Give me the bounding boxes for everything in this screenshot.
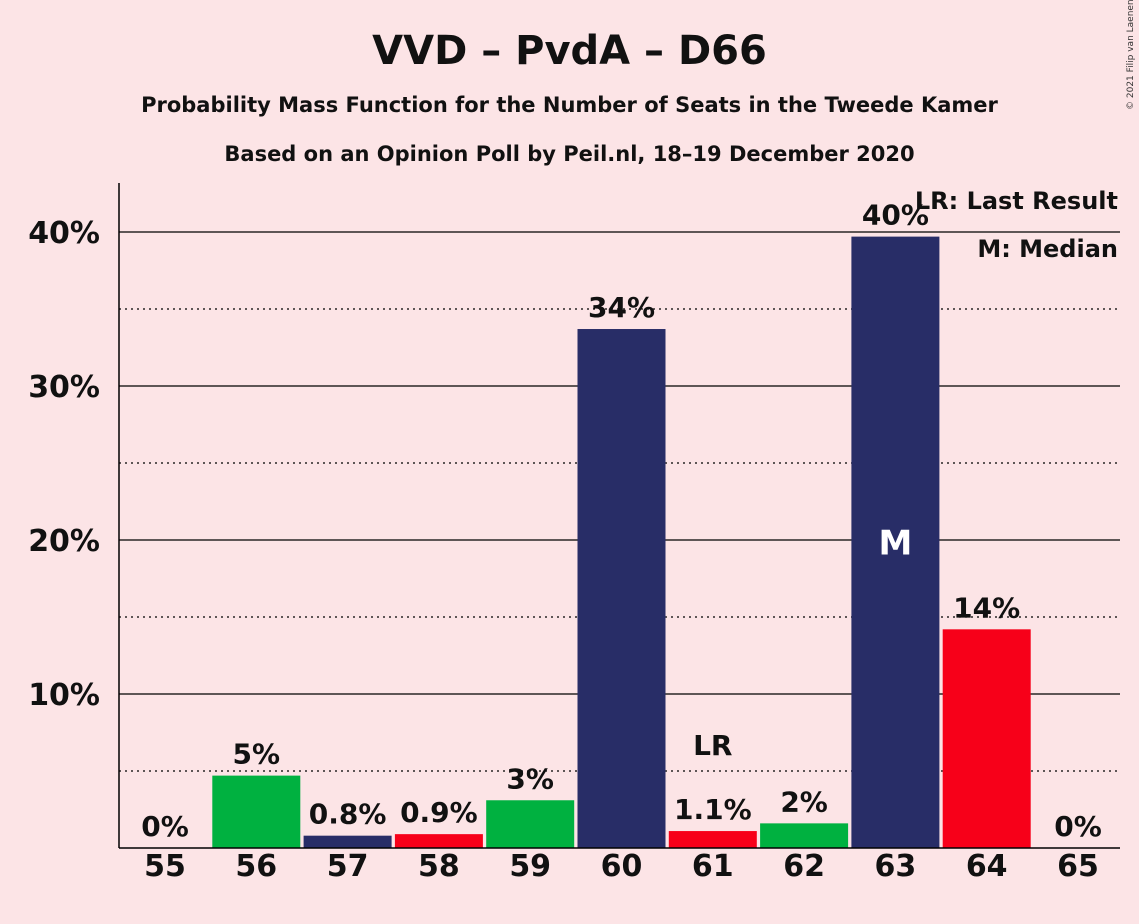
bar-seat-63 [851,236,940,848]
x-tick-label: 59 [509,849,551,884]
data-label-seat-62: 2% [780,785,828,818]
y-axis: 10% 20% 30% 40% [28,183,120,848]
data-label-seat-63: 40% [862,199,929,232]
y-tick-label: 40% [28,216,100,251]
bar-seat-62 [760,823,849,848]
x-tick-label: 56 [235,849,277,884]
bar-seat-60 [577,329,666,848]
x-tick-label: 62 [783,849,825,884]
y-tick-label: 10% [28,678,100,713]
last-result-marker: LR [693,729,732,762]
x-tick-label: 63 [875,849,917,884]
bar-seat-64 [942,629,1031,848]
chart-title: VVD – PvdA – D66 [372,28,767,74]
data-label-seat-65: 0% [1054,810,1102,843]
chart-subtitle: Probability Mass Function for the Number… [141,93,998,117]
data-labels: 0% 5% 0.8% 0.9% 3% 34% 1.1% LR 2% 40% M 14% 0% [141,199,1102,843]
x-tick-label: 65 [1057,849,1099,884]
data-label-seat-55: 0% [141,810,189,843]
bar-seat-61 [668,831,757,848]
y-tick-label: 20% [28,524,100,559]
data-label-seat-58: 0.9% [400,796,478,829]
data-label-seat-57: 0.8% [309,798,387,831]
data-label-seat-64: 14% [953,591,1020,624]
median-marker: M [878,523,912,563]
x-tick-label: 57 [327,849,369,884]
legend-median: M: Median [977,235,1118,263]
bar-seat-56 [212,775,301,848]
data-label-seat-59: 3% [506,762,554,795]
x-tick-label: 64 [966,849,1008,884]
bars [212,236,1031,848]
bar-seat-57 [303,835,392,848]
y-tick-label: 30% [28,370,100,405]
x-tick-label: 58 [418,849,460,884]
chart-subtitle-source: Based on an Opinion Poll by Peil.nl, 18–… [224,142,914,166]
data-label-seat-56: 5% [233,738,281,771]
bar-seat-58 [394,834,483,848]
copyright-text: © 2021 Filip van Laenen [1126,0,1136,110]
data-label-seat-60: 34% [588,291,655,324]
x-tick-label: 55 [144,849,186,884]
data-label-seat-61: 1.1% [674,793,752,826]
x-tick-label: 61 [692,849,734,884]
legend-last-result: LR: Last Result [915,187,1118,215]
bar-seat-59 [486,800,575,848]
x-axis: 55 56 57 58 59 60 61 62 63 64 65 [119,847,1120,884]
x-tick-label: 60 [601,849,643,884]
